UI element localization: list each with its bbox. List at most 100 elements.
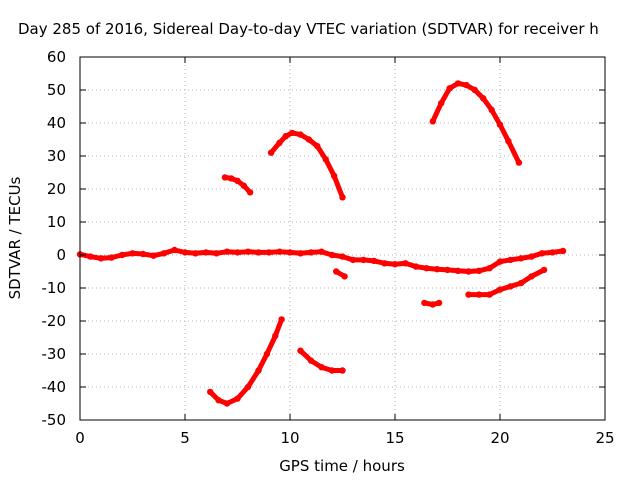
y-tick-label: -10 [42,279,67,297]
data-point [429,301,436,308]
data-point [463,81,470,89]
data-point [244,383,252,391]
data-point [267,149,275,156]
data-series-arc-1 [221,174,254,196]
data-series-arc-3 [429,80,523,166]
data-point [234,395,241,402]
data-point [471,86,478,94]
data-point [360,256,367,264]
data-point [488,106,495,114]
data-point [515,159,523,166]
y-tick-label: -30 [42,345,67,363]
series-line [430,80,522,166]
x-axis-label: GPS time / hours [279,457,405,475]
y-axis-label: SDTVAR / TECUs [6,176,24,299]
data-point [150,252,157,259]
data-point [278,316,285,323]
data-point [528,273,535,280]
data-point [540,266,548,274]
data-point [240,182,247,189]
data-point [223,400,231,407]
data-point [272,332,279,340]
x-tick-label: 20 [490,429,509,447]
data-point [435,299,443,307]
data-point [330,172,338,179]
data-point [549,249,556,256]
data-point [263,350,271,358]
data-point [192,250,199,257]
data-point [318,248,325,255]
data-point [276,139,283,146]
data-point [486,291,493,298]
data-point [139,250,147,258]
data-point [454,267,462,274]
data-series-arc-8 [465,266,548,298]
data-point [246,189,254,196]
data-series-arc-7 [421,299,443,308]
data-series-arc-5 [297,347,346,374]
data-point [402,260,409,267]
data-point [314,142,321,150]
data-point [202,249,210,256]
data-point [276,248,283,255]
data-point [322,156,329,163]
data-point [538,250,546,257]
data-point [446,85,453,92]
y-tick-label: 0 [56,246,66,264]
data-point [444,266,451,274]
data-point [528,253,535,260]
data-series-arc-2 [267,129,346,201]
data-series-arc-4 [207,316,285,407]
data-point [328,251,336,259]
series-line [268,130,345,200]
data-point [412,263,420,270]
data-series-baseline [76,246,567,275]
data-point [421,299,428,307]
data-point [297,250,304,257]
y-tick-label: 40 [47,114,66,132]
data-series-arc-6 [333,268,348,280]
data-point [108,254,115,261]
data-point [223,248,231,255]
data-point [305,136,313,143]
chart-title: Day 285 of 2016, Sidereal Day-to-day VTE… [18,20,599,38]
series-layer [76,80,567,407]
data-point [129,250,136,257]
x-tick-label: 10 [280,429,299,447]
data-point [87,253,94,260]
data-point [517,279,525,287]
data-point [465,291,472,298]
data-point [171,246,178,254]
y-tick-label: 10 [47,213,66,231]
data-point [255,249,262,256]
data-point [265,249,273,256]
x-tick-label: 15 [385,429,404,447]
data-point [438,100,445,107]
data-point [215,397,222,404]
data-point [423,265,430,272]
data-point [286,249,294,256]
data-point [349,256,357,264]
x-tick-label: 25 [595,429,614,447]
data-point [282,133,289,140]
data-point [307,357,315,364]
data-point [433,266,441,273]
grid [80,57,605,420]
data-point [255,367,262,374]
data-point [505,137,512,145]
data-point [475,291,483,298]
x-tick-label: 5 [180,429,190,447]
x-tick-label: 0 [75,429,85,447]
data-point [339,194,346,201]
y-tick-label: 20 [47,180,66,198]
data-point [429,118,436,125]
y-tick-label: 50 [47,81,66,99]
plot-frame [79,56,606,421]
data-point [118,251,126,259]
data-point [181,249,189,256]
data-point [465,268,472,275]
data-point [228,175,235,182]
data-point [234,249,241,256]
data-point [507,256,514,264]
